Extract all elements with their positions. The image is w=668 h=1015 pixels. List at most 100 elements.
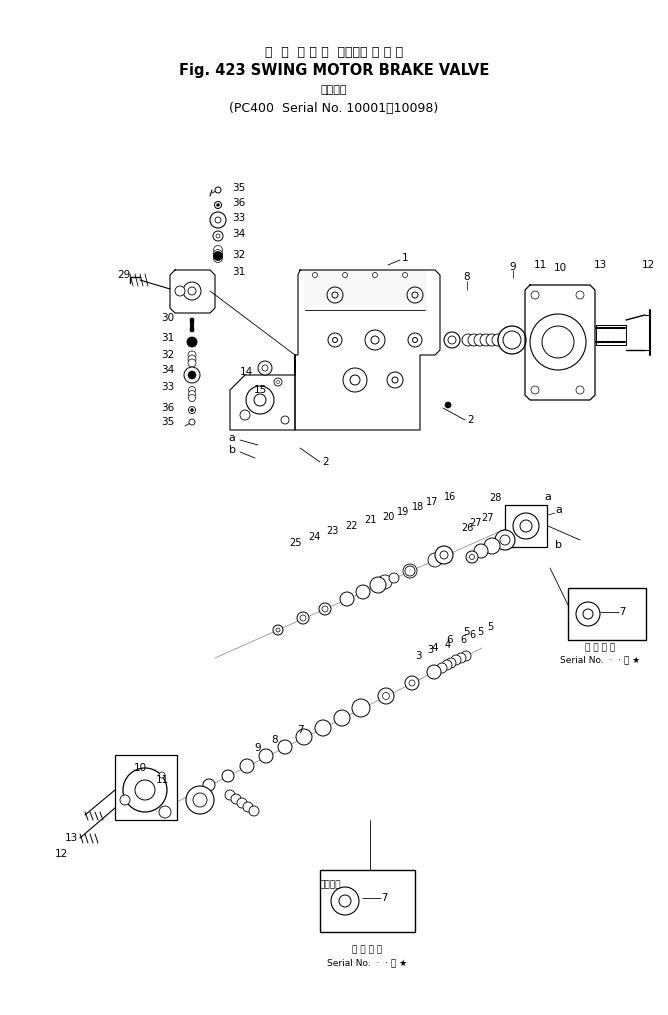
Circle shape bbox=[259, 749, 273, 763]
Circle shape bbox=[333, 338, 337, 342]
Circle shape bbox=[210, 212, 226, 228]
Circle shape bbox=[222, 770, 234, 782]
Text: 36: 36 bbox=[232, 198, 245, 208]
Circle shape bbox=[576, 291, 584, 299]
Text: 適用号機: 適用号機 bbox=[320, 880, 341, 889]
Text: 13: 13 bbox=[593, 260, 607, 270]
Circle shape bbox=[468, 334, 480, 346]
Circle shape bbox=[403, 272, 407, 277]
Text: 16: 16 bbox=[444, 492, 456, 502]
Text: 11: 11 bbox=[533, 260, 546, 270]
Polygon shape bbox=[170, 270, 215, 313]
Text: 8: 8 bbox=[272, 735, 279, 745]
Circle shape bbox=[435, 546, 453, 564]
Circle shape bbox=[243, 802, 253, 812]
Text: 適 用 号 機: 適 用 号 機 bbox=[352, 946, 382, 954]
Circle shape bbox=[193, 793, 207, 807]
Text: 5: 5 bbox=[487, 622, 493, 632]
Text: 1: 1 bbox=[402, 253, 409, 263]
Circle shape bbox=[409, 680, 415, 686]
Text: a: a bbox=[544, 492, 552, 502]
Circle shape bbox=[576, 602, 600, 626]
Text: 旋  図  モ ー タ  ブレーキ バ ル ブ: 旋 図 モ ー タ ブレーキ バ ル ブ bbox=[265, 46, 403, 59]
Circle shape bbox=[340, 592, 354, 606]
Text: 36: 36 bbox=[161, 403, 174, 413]
Circle shape bbox=[246, 386, 274, 414]
Circle shape bbox=[332, 292, 338, 298]
Circle shape bbox=[370, 577, 386, 593]
Text: 18: 18 bbox=[412, 502, 424, 512]
Circle shape bbox=[474, 544, 488, 558]
Circle shape bbox=[352, 699, 370, 717]
Text: 3: 3 bbox=[415, 651, 422, 661]
Circle shape bbox=[188, 287, 196, 295]
Circle shape bbox=[387, 373, 403, 388]
Circle shape bbox=[322, 606, 328, 612]
Circle shape bbox=[123, 768, 167, 812]
Circle shape bbox=[240, 759, 254, 773]
Circle shape bbox=[356, 585, 370, 599]
Text: 3: 3 bbox=[427, 645, 433, 655]
Text: 6: 6 bbox=[469, 630, 475, 640]
Text: 30: 30 bbox=[161, 313, 174, 323]
Circle shape bbox=[405, 566, 415, 576]
Circle shape bbox=[189, 419, 195, 425]
Text: 31: 31 bbox=[232, 267, 245, 277]
Circle shape bbox=[371, 336, 379, 344]
Circle shape bbox=[480, 334, 492, 346]
Text: 8: 8 bbox=[464, 272, 470, 282]
Circle shape bbox=[530, 314, 586, 370]
Circle shape bbox=[214, 254, 222, 263]
Bar bbox=[115, 755, 177, 820]
Circle shape bbox=[159, 772, 165, 779]
Circle shape bbox=[186, 786, 214, 814]
Circle shape bbox=[442, 660, 452, 670]
Circle shape bbox=[215, 187, 221, 193]
Text: b: b bbox=[555, 540, 562, 550]
Circle shape bbox=[350, 375, 360, 385]
Text: 7: 7 bbox=[297, 725, 303, 735]
Bar bbox=[320, 870, 415, 932]
Text: 17: 17 bbox=[426, 497, 438, 508]
Circle shape bbox=[262, 365, 268, 371]
Text: 9: 9 bbox=[255, 743, 261, 753]
Circle shape bbox=[448, 336, 456, 344]
Bar bbox=[568, 588, 646, 640]
Circle shape bbox=[428, 553, 442, 567]
Text: 35: 35 bbox=[161, 417, 174, 427]
Text: 33: 33 bbox=[232, 213, 245, 223]
Circle shape bbox=[281, 416, 289, 424]
Circle shape bbox=[213, 231, 223, 241]
Polygon shape bbox=[230, 355, 295, 430]
Circle shape bbox=[383, 692, 389, 699]
Circle shape bbox=[188, 391, 196, 398]
Text: 27: 27 bbox=[470, 518, 482, 528]
Circle shape bbox=[500, 535, 510, 545]
Text: 19: 19 bbox=[397, 508, 409, 517]
Text: 6: 6 bbox=[447, 635, 454, 645]
Text: 24: 24 bbox=[308, 532, 320, 542]
Text: 21: 21 bbox=[364, 515, 376, 525]
Text: 10: 10 bbox=[134, 763, 146, 773]
Text: 12: 12 bbox=[641, 260, 655, 270]
Circle shape bbox=[437, 663, 447, 673]
Circle shape bbox=[373, 272, 377, 277]
Circle shape bbox=[440, 551, 448, 559]
Circle shape bbox=[339, 895, 351, 907]
Text: 29: 29 bbox=[117, 270, 130, 280]
Circle shape bbox=[492, 334, 504, 346]
Circle shape bbox=[444, 332, 460, 348]
Text: a: a bbox=[228, 433, 235, 443]
Circle shape bbox=[188, 355, 196, 363]
Circle shape bbox=[486, 334, 498, 346]
Circle shape bbox=[188, 387, 196, 394]
Text: 10: 10 bbox=[553, 263, 566, 273]
Circle shape bbox=[462, 334, 474, 346]
Circle shape bbox=[334, 710, 350, 726]
Circle shape bbox=[216, 234, 220, 238]
Text: 2: 2 bbox=[467, 415, 474, 425]
Text: 34: 34 bbox=[232, 229, 245, 239]
Text: 23: 23 bbox=[326, 526, 338, 536]
Circle shape bbox=[190, 318, 194, 322]
Circle shape bbox=[240, 410, 250, 420]
